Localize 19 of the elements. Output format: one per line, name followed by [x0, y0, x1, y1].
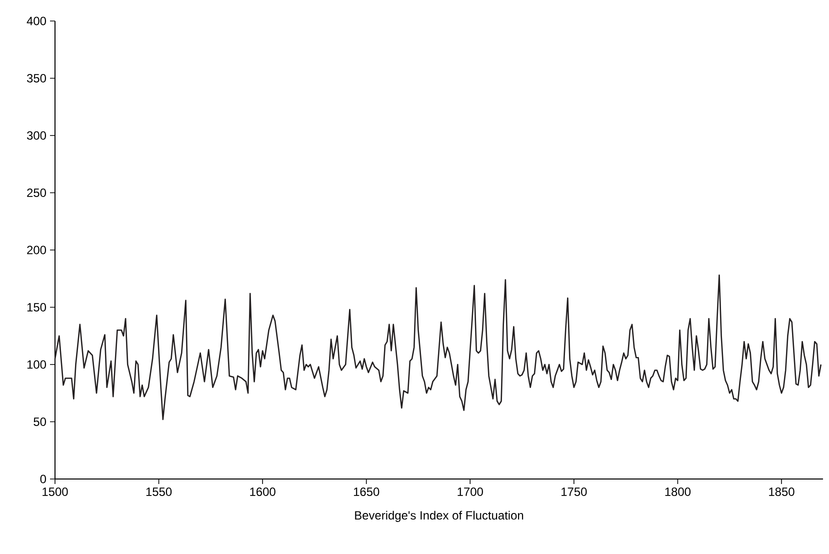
- y-tick-label: 100: [27, 360, 46, 369]
- line-series: [54, 274, 822, 420]
- x-tick-label: 1500: [42, 488, 68, 496]
- x-tick-label: 1550: [146, 488, 172, 496]
- x-tick-label: 1700: [458, 488, 483, 496]
- y-tick-label: 300: [26, 131, 46, 140]
- y-tick-label: 150: [27, 303, 46, 312]
- x-tick-label: 1600: [250, 488, 276, 496]
- x-tick-label: 1750: [562, 488, 587, 496]
- y-tick-label: 400: [26, 16, 46, 26]
- x-axis-title: Beveridge's Index of Fluctuation: [355, 510, 524, 522]
- x-tick-label: 1850: [769, 488, 794, 496]
- y-tick-label: 250: [27, 188, 46, 197]
- y-tick-label: 350: [26, 74, 46, 82]
- y-tick-label: 0: [40, 474, 46, 484]
- x-tick-label: 1650: [354, 488, 380, 496]
- y-tick-label: 50: [34, 418, 46, 426]
- y-tick-label: 200: [27, 246, 46, 254]
- x-tick-label: 1800: [665, 488, 691, 496]
